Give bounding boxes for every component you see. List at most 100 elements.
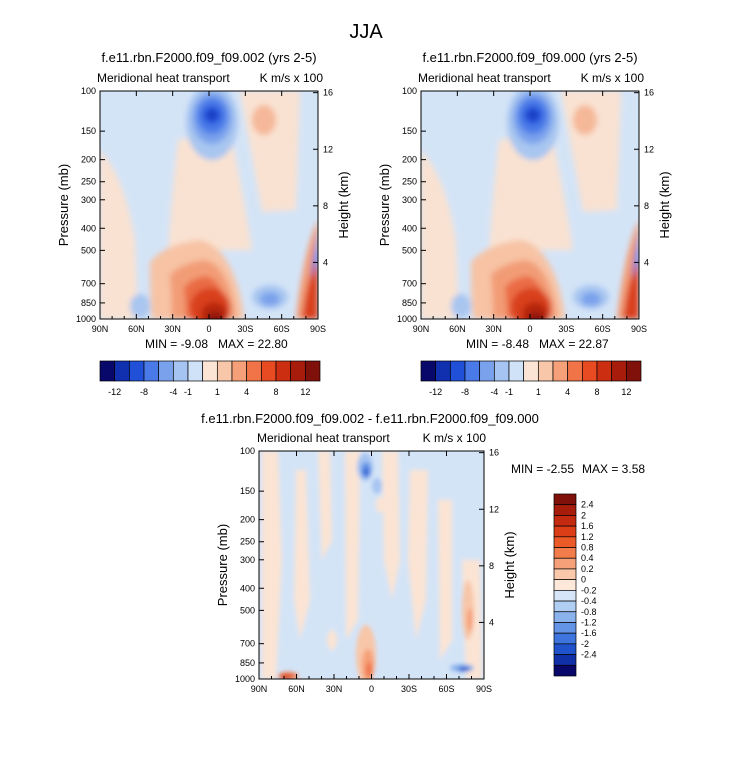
colorbar-swatch <box>553 568 577 580</box>
colorbar-label: 4 <box>244 387 249 397</box>
panel-c: f.e11.rbn.F2000.f09_f09.002 - f.e11.rbn.… <box>201 411 645 694</box>
panel-c-min-label: MIN = -2.55 <box>511 462 574 476</box>
panel-c-x-tick-label: 30S <box>401 684 417 694</box>
panel-b-y-tick-label: 100 <box>402 86 417 96</box>
colorbar-swatch <box>552 360 569 382</box>
colorbar-swatch <box>553 643 577 655</box>
colorbar-label: -2.4 <box>581 650 597 660</box>
panel-a-y-tick-label: 400 <box>81 223 96 233</box>
colorbar-label: -1.6 <box>581 628 597 638</box>
panel-c-right-label: K m/s x 100 <box>423 431 487 445</box>
panel-c-y-tick-label: 400 <box>240 583 255 593</box>
panel-b-y-tick-label: 300 <box>402 195 417 205</box>
colorbar-label: 1 <box>536 387 541 397</box>
panel-a-x-tick-label: 60N <box>128 324 145 334</box>
page-title: JJA <box>349 21 383 43</box>
panel-a-y-tick-label: 150 <box>81 126 96 136</box>
colorbar-swatch <box>114 360 130 382</box>
panel-a-y-tick-label: 200 <box>81 155 96 165</box>
panel-b-y-tick-label: 700 <box>402 279 417 289</box>
colorbar-label: -4 <box>490 387 498 397</box>
colorbar-swatch <box>553 504 577 516</box>
colorbar-swatch <box>464 360 481 382</box>
panel-b-y-tick-label: 850 <box>402 298 417 308</box>
colorbar-swatch <box>202 360 218 382</box>
colorbar-swatch <box>553 493 577 506</box>
panel-b-y-tick-label: 150 <box>402 126 417 136</box>
panel-c-y-right-tick-label: 4 <box>489 617 494 627</box>
colorbar-swatch <box>99 360 116 382</box>
colorbar-swatch <box>553 515 577 527</box>
colorbar-label: 0.8 <box>581 543 594 553</box>
colorbar-label: 0 <box>581 575 586 585</box>
colorbar-swatch <box>611 360 627 382</box>
panel-a-x-tick-label: 90S <box>310 324 326 334</box>
panel-b-min-label: MIN = -8.48 <box>466 337 529 351</box>
colorbar-swatch <box>275 360 292 382</box>
panel-c-y-tick-label: 850 <box>240 658 255 668</box>
panel-b-field <box>421 91 639 319</box>
panel-a-y-tick-label: 250 <box>81 177 96 187</box>
panel-c-y-tick-label: 100 <box>240 446 255 456</box>
colorbar-label: 1.2 <box>581 532 594 542</box>
colorbar-label: -0.4 <box>581 596 597 606</box>
panel-a-x-tick-label: 60S <box>274 324 290 334</box>
colorbar-swatch <box>479 360 495 382</box>
colorbar-label: -12 <box>108 387 121 397</box>
colorbar-label: 12 <box>300 387 310 397</box>
panel-c-y-tick-label: 300 <box>240 555 255 565</box>
panel-b-y-tick-label: 200 <box>402 155 417 165</box>
colorbar-swatch <box>143 360 160 382</box>
colorbar-label: -12 <box>429 387 442 397</box>
panel-c-y-right-tick-label: 12 <box>489 504 499 514</box>
colorbar-swatch <box>128 360 145 382</box>
panel-a: f.e11.rbn.F2000.f09_f09.002 (yrs 2-5) Me… <box>56 50 351 351</box>
colorbar-swatch <box>449 360 466 382</box>
colorbar-label: -2 <box>581 639 589 649</box>
colorbar-swatch <box>537 360 554 382</box>
panel-c-y-axis-label: Pressure (mb) <box>215 524 230 606</box>
panel-a-right-label: K m/s x 100 <box>260 71 324 85</box>
panel-a-y-tick-label: 700 <box>81 279 96 289</box>
colorbar-swatch <box>596 360 613 382</box>
colorbar-swatch <box>290 360 306 382</box>
panel-b-x-tick-label: 30N <box>485 324 502 334</box>
colorbar-label: 2.4 <box>581 500 594 510</box>
panel-a-y-right-tick-label: 4 <box>323 257 328 267</box>
panel-a-y-tick-label: 500 <box>81 245 96 255</box>
panel-a-title: f.e11.rbn.F2000.f09_f09.002 (yrs 2-5) <box>101 50 316 65</box>
panel-b-right-label: K m/s x 100 <box>581 71 645 85</box>
colorbar-swatch <box>508 360 525 382</box>
colorbar-swatch <box>158 360 174 382</box>
panel-c-x-tick-label: 60S <box>438 684 454 694</box>
colorbar-swatch <box>246 360 262 382</box>
colorbar-label: 2 <box>581 510 586 520</box>
colorbar-label: -8 <box>140 387 148 397</box>
panel-c-y-tick-label: 150 <box>240 486 255 496</box>
panel-c-title: f.e11.rbn.F2000.f09_f09.002 - f.e11.rbn.… <box>201 411 539 426</box>
panel-c-y-tick-label: 1000 <box>235 674 255 684</box>
panel-b-x-tick-label: 60S <box>595 324 611 334</box>
colorbar-swatch <box>553 622 577 634</box>
panel-c-y-axis-label-right: Height (km) <box>502 531 517 598</box>
panel-c-y-right-tick-label: 16 <box>489 448 499 458</box>
panel-a-y-right-tick-label: 8 <box>323 201 328 211</box>
colorbar-label: 8 <box>594 387 599 397</box>
panel-c-y-tick-label: 250 <box>240 537 255 547</box>
panel-c-y-right-tick-label: 8 <box>489 561 494 571</box>
panel-a-y-right-tick-label: 16 <box>323 88 333 98</box>
colorbar-swatch <box>493 360 510 382</box>
panel-a-y-tick-label: 1000 <box>76 314 96 324</box>
panel-a-y-tick-label: 100 <box>81 86 96 96</box>
panel-b-left-label: Meridional heat transport <box>418 71 551 85</box>
panel-b-y-axis-label-right: Height (km) <box>657 171 672 238</box>
colorbar-swatch <box>553 654 577 666</box>
panel-a-field <box>100 91 318 319</box>
panel-a-min-label: MIN = -9.08 <box>145 337 208 351</box>
colorbar-label: -4 <box>169 387 177 397</box>
colorbar-label: 0.4 <box>581 553 594 563</box>
colorbar-swatch <box>553 579 577 591</box>
colorbar-label: -0.2 <box>581 585 597 595</box>
colorbar-label: 0.2 <box>581 564 594 574</box>
panel-b: f.e11.rbn.F2000.f09_f09.000 (yrs 2-5) Me… <box>377 50 672 351</box>
